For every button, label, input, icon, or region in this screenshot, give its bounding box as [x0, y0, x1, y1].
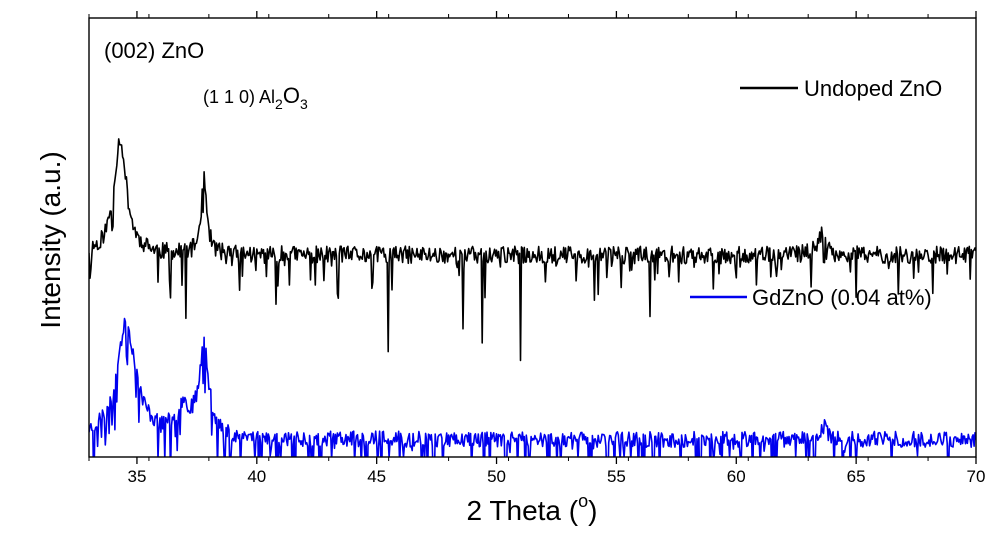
legend-label-undoped: Undoped ZnO: [804, 76, 942, 101]
y-axis-title: Intensity (a.u.): [35, 151, 66, 328]
x-tick-label: 50: [487, 467, 506, 486]
plot-frame: [88, 17, 977, 458]
x-tick-label: 65: [847, 467, 866, 486]
x-tick-label: 60: [727, 467, 746, 486]
x-tick-label: 70: [967, 467, 986, 486]
x-axis: 35 40 45 50 55 60 65 70: [88, 11, 986, 486]
legend: Undoped ZnO GdZnO (0.04 at%): [690, 76, 942, 310]
x-axis-title-close: ): [588, 495, 597, 526]
legend-label-gdzno: GdZnO (0.04 at%): [752, 285, 932, 310]
x-axis-title: 2 Theta (o): [467, 491, 598, 526]
x-tick-label: 35: [127, 467, 146, 486]
x-tick-label: 40: [247, 467, 266, 486]
series-line-undoped-zno: [89, 138, 976, 362]
x-tick-label: 45: [367, 467, 386, 486]
x-axis-title-degree: o: [578, 491, 588, 511]
annotation-zno-002: (002) ZnO: [104, 38, 204, 63]
annotation-al2o3-110: (1 1 0) Al2O3: [203, 83, 308, 112]
series-line-gdzno: [89, 317, 976, 457]
x-tick-label: 55: [607, 467, 626, 486]
x-axis-title-main: 2 Theta (: [467, 495, 579, 526]
series-group: [89, 138, 976, 457]
